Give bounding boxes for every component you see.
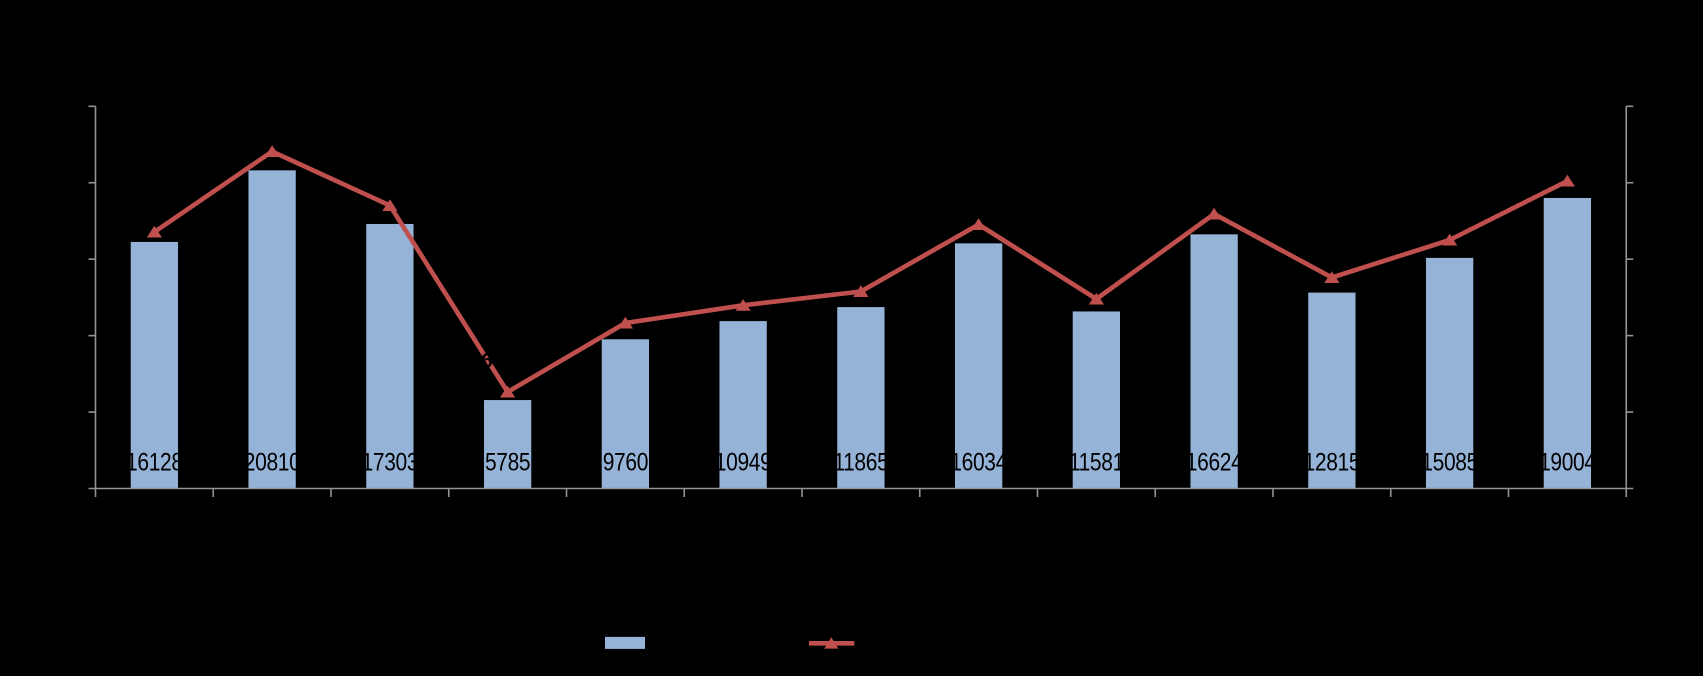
svg-text:10949: 10949 <box>715 448 772 476</box>
svg-text:12815: 12815 <box>1304 448 1361 476</box>
svg-text:19004: 19004 <box>1539 448 1596 476</box>
svg-text:9760: 9760 <box>603 448 648 476</box>
svg-text:15085: 15085 <box>1421 448 1478 476</box>
svg-text:11865: 11865 <box>833 448 888 476</box>
svg-text:20810: 20810 <box>244 448 301 476</box>
svg-text:16624: 16624 <box>1186 448 1243 476</box>
svg-text:16128: 16128 <box>126 448 183 476</box>
svg-text:6: 6 <box>481 350 493 373</box>
svg-text:16034: 16034 <box>950 448 1007 476</box>
svg-text:11581: 11581 <box>1069 448 1124 476</box>
svg-text:5785: 5785 <box>485 448 530 476</box>
svg-text:17303: 17303 <box>362 448 419 476</box>
